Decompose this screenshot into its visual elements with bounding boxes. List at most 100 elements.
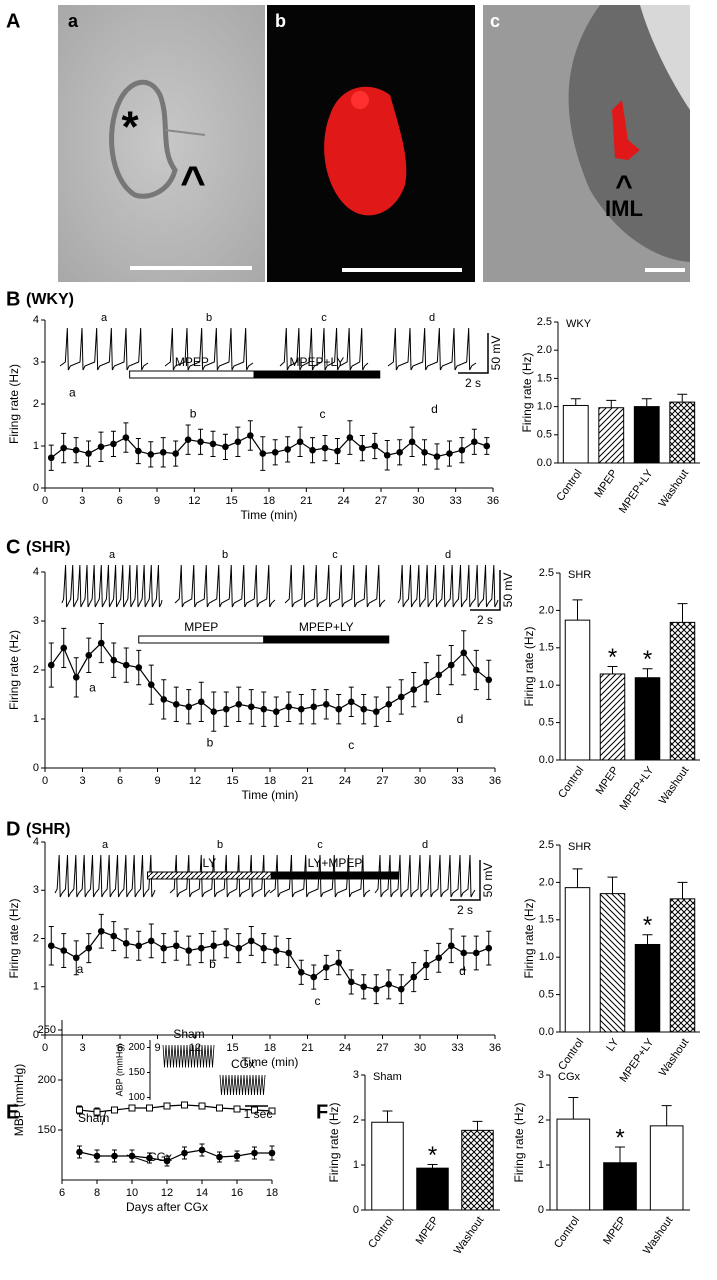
y-tick-label: 3 — [33, 356, 39, 368]
treatment-bar — [263, 635, 390, 644]
spike-trace — [397, 564, 499, 608]
chart-title: SHR — [568, 841, 591, 853]
image-c — [483, 5, 690, 282]
marker — [346, 434, 354, 441]
marker — [322, 701, 330, 708]
data-line — [79, 1149, 272, 1162]
asterisk: * — [121, 103, 139, 152]
marker — [76, 1148, 83, 1156]
error-bar — [606, 399, 617, 408]
marker — [396, 449, 403, 456]
bar — [669, 621, 696, 761]
scale-label: 50 mV — [501, 573, 515, 608]
x-tick-label: 36 — [487, 495, 499, 507]
significance: * — [643, 912, 652, 939]
marker — [76, 1106, 83, 1114]
x-tick-label: 9 — [154, 495, 160, 507]
x-tick-label: 21 — [300, 495, 312, 507]
marker — [458, 446, 466, 454]
trace-label: c — [332, 549, 338, 561]
bar — [562, 404, 589, 464]
y-tick-label: 2 — [33, 932, 39, 944]
x-tick-label: 12 — [189, 1042, 201, 1054]
marker — [284, 446, 291, 453]
x-tick-label: 30 — [414, 1042, 426, 1054]
marker — [472, 666, 480, 674]
marker — [146, 1154, 153, 1162]
panel-label: C — [6, 536, 20, 558]
marker — [97, 927, 105, 935]
y-tick-label: 0.5 — [539, 717, 554, 729]
x-tick-label: 18 — [266, 1187, 278, 1199]
chart-title: Sham — [373, 1071, 402, 1083]
marker — [160, 944, 168, 952]
marker — [408, 438, 416, 446]
bar — [649, 1125, 684, 1211]
marker — [435, 671, 443, 679]
subpanel-label: b — [275, 11, 286, 31]
marker — [135, 942, 143, 950]
scale-label: 2 s — [477, 613, 493, 627]
bar — [603, 1162, 637, 1211]
marker — [147, 451, 155, 458]
annotation: d — [457, 712, 464, 726]
spike-trace — [164, 327, 254, 371]
series-label: CGx — [148, 1150, 172, 1164]
scale-bar — [450, 860, 481, 901]
bar — [669, 898, 696, 1033]
image-b — [267, 5, 475, 282]
x-axis-label: Time (min) — [242, 1055, 299, 1069]
marker — [372, 708, 380, 715]
error-bar — [568, 1097, 579, 1120]
scale-label: 2 s — [465, 376, 481, 390]
marker — [297, 705, 305, 713]
treatment-bar — [253, 370, 381, 379]
marker — [147, 681, 155, 688]
y-tick-label: 0.0 — [537, 457, 552, 469]
marker — [260, 944, 268, 952]
spike-trace — [61, 564, 163, 608]
bar — [564, 619, 591, 761]
marker — [335, 959, 343, 966]
x-tick-label: LY — [604, 1036, 621, 1054]
x-tick-label: 21 — [301, 1042, 313, 1054]
x-axis-label: Time (min) — [241, 508, 298, 522]
x-tick-label: Control — [366, 1215, 396, 1251]
marker — [359, 444, 366, 452]
x-tick-label: Control — [556, 765, 586, 801]
y-tick-label: 1.5 — [539, 914, 554, 926]
spike-trace — [387, 327, 477, 371]
marker — [234, 438, 242, 446]
marker — [433, 453, 441, 460]
y-axis-label: Firing rate (Hz) — [7, 364, 21, 444]
x-tick-label: 27 — [376, 1042, 388, 1054]
bar — [634, 677, 661, 761]
trace-label: b — [222, 549, 228, 561]
marker — [271, 449, 279, 456]
y-tick-label: 2.5 — [539, 839, 554, 851]
marker — [296, 438, 304, 446]
y-tick-label: 2.5 — [537, 316, 552, 328]
y-axis-label: Firing rate (Hz) — [512, 1102, 526, 1182]
y-axis-label: Firing rate (Hz) — [7, 898, 21, 978]
inset-axis-label: ABP (mmHg) — [114, 1044, 124, 1097]
x-tick-label: 3 — [79, 495, 85, 507]
y-tick-label: 1.5 — [539, 642, 554, 654]
significance: * — [615, 1124, 624, 1151]
scale-label: 50 mV — [481, 863, 495, 898]
treatment-label: MPEP+LY — [299, 620, 354, 634]
pressure-trace — [162, 1044, 215, 1068]
y-tick-label: 3 — [538, 1069, 544, 1081]
marker — [310, 703, 318, 711]
marker — [372, 985, 380, 993]
significance: * — [428, 1142, 437, 1169]
x-tick-label: Control — [556, 1037, 586, 1073]
y-axis-label: Firing rate (Hz) — [7, 630, 21, 710]
leader — [101, 1110, 107, 1126]
image-a — [58, 5, 265, 282]
scale-label: 1 sec — [244, 1107, 273, 1121]
annotation: d — [431, 402, 438, 416]
trace-label: d — [445, 549, 451, 561]
marker — [259, 450, 267, 457]
x-tick-label: 33 — [451, 775, 463, 787]
